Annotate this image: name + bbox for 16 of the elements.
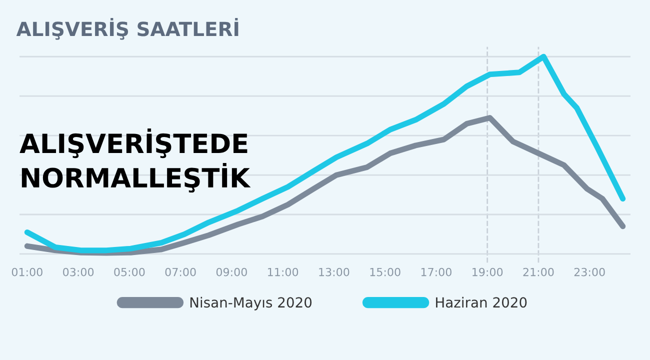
legend-label: Haziran 2020 <box>436 296 527 308</box>
x-tick-label: 15:00 <box>370 268 400 276</box>
x-tick-label: 01:00 <box>12 268 42 276</box>
x-tick-label: 11:00 <box>268 268 298 276</box>
x-tick-label: 09:00 <box>216 268 247 276</box>
x-tick-label: 19:00 <box>472 268 503 276</box>
x-tick-label: 17:00 <box>421 268 452 276</box>
x-tick-label: 23:00 <box>574 268 605 276</box>
x-tick-label: 05:00 <box>114 268 145 276</box>
chart-title: ALIŞVERİŞ SAATLERİ <box>16 18 238 40</box>
legend-label: Nisan-Mayıs 2020 <box>190 296 312 310</box>
x-tick-label: 21:00 <box>523 268 554 276</box>
x-tick-label: 07:00 <box>165 268 196 276</box>
x-tick-label: 03:00 <box>63 268 94 276</box>
x-tick-label: 13:00 <box>319 268 350 276</box>
annotation: ALIŞVERİŞTEDE NORMALLEŞTİK <box>20 128 251 193</box>
